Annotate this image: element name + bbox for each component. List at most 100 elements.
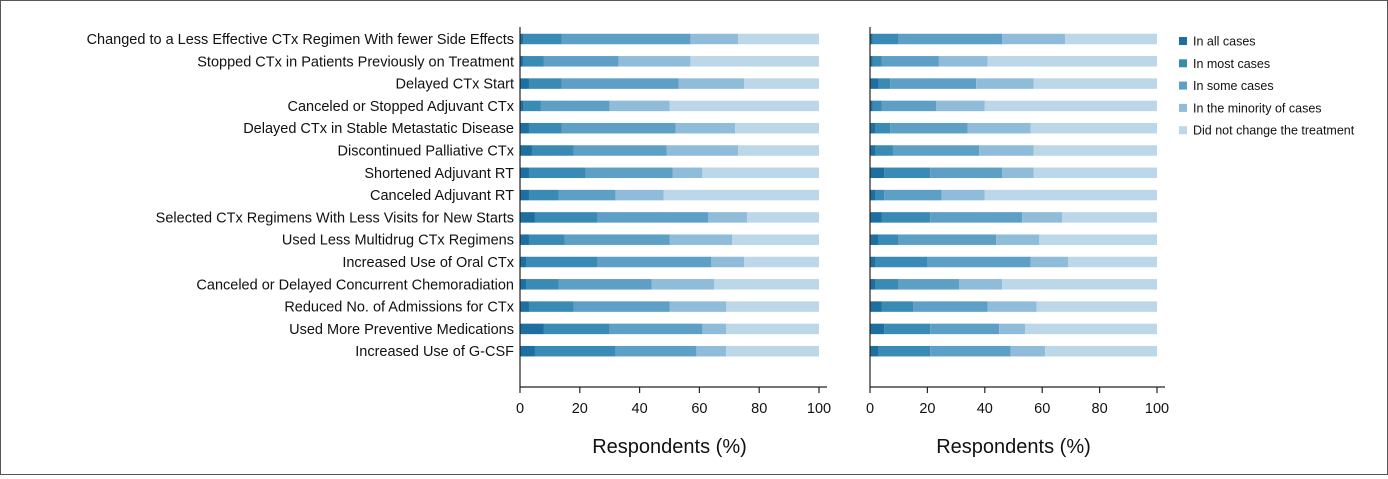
legend: In all cases In most cases In some cases In…: [1179, 35, 1355, 138]
bar-segment: [585, 167, 673, 179]
bar-segment: [615, 189, 664, 201]
bar-segment: [520, 122, 529, 134]
bar-segment: [669, 234, 733, 245]
bar-segment: [669, 100, 819, 112]
category-label: Increased Use of Oral CTx: [342, 255, 514, 271]
bar-segment: [522, 33, 562, 45]
category-label: Used More Preventive Medications: [289, 322, 514, 338]
bar-segment: [531, 145, 574, 156]
bar-segment: [558, 189, 616, 201]
bar-segment: [690, 33, 739, 45]
bar-segment: [870, 167, 885, 179]
bar-segment: [615, 345, 697, 357]
x-tick-label: 80: [1092, 401, 1108, 417]
bar-segment: [870, 189, 876, 201]
bar-segment: [669, 301, 727, 312]
category-label: Shortened Adjuvant RT: [364, 166, 514, 182]
bar-segment: [520, 256, 526, 268]
bar-segment: [702, 167, 819, 179]
bar-segment: [1002, 167, 1034, 179]
category-label: Delayed CTx in Stable Metastatic Disease: [243, 121, 514, 137]
bar-segment: [597, 212, 709, 223]
bar-segment: [672, 167, 703, 179]
bar-segment: [520, 234, 529, 245]
bar-segment: [884, 323, 931, 335]
bar-segment: [528, 301, 574, 312]
bar-segment: [898, 33, 1003, 45]
legend-swatch: [1179, 126, 1187, 135]
bar-segment: [872, 33, 899, 45]
bar-segment: [881, 301, 914, 312]
x-axis-title: Respondents (%): [592, 436, 747, 458]
bar-segment: [678, 78, 745, 89]
bar-segment: [520, 145, 532, 156]
bar-segment: [1030, 122, 1157, 134]
bar-segment: [930, 345, 1011, 357]
bar-segment: [528, 167, 586, 179]
bar-segment: [870, 212, 882, 223]
bar-segment: [870, 145, 876, 156]
bar-segment: [872, 56, 882, 67]
bar-segment: [520, 301, 529, 312]
bar-segment: [540, 100, 610, 112]
bar-segment: [878, 345, 931, 357]
bar-segment: [528, 78, 562, 89]
bar-segment: [1033, 145, 1157, 156]
bar-segment: [941, 189, 985, 201]
bar-segment: [870, 78, 879, 89]
bar-segment: [930, 167, 1003, 179]
bar-segment: [936, 100, 985, 112]
legend-label: In some cases: [1193, 79, 1274, 93]
bar-segment: [520, 33, 523, 45]
bar-segment: [890, 78, 977, 89]
category-label: Increased Use of G-CSF: [355, 344, 514, 360]
bar-segment: [522, 100, 541, 112]
bar-segment: [913, 301, 988, 312]
bar-segment: [898, 279, 959, 290]
bar-segment: [726, 323, 819, 335]
bar-segment: [996, 234, 1040, 245]
bar-segment: [744, 78, 819, 89]
bar-segment: [1033, 167, 1157, 179]
bar-segment: [1024, 323, 1157, 335]
bar-segment: [690, 56, 819, 67]
bar-segment: [528, 234, 565, 245]
bar-segment: [675, 122, 736, 134]
bar-segment: [870, 256, 876, 268]
bar-segment: [573, 301, 670, 312]
bar-segment: [520, 167, 529, 179]
bar-segment: [987, 301, 1037, 312]
bar-segment: [930, 212, 1023, 223]
bar-segment: [875, 145, 893, 156]
bar-segment: [738, 33, 819, 45]
bar-segment: [870, 122, 876, 134]
bar-segment: [520, 189, 529, 201]
bar-segment: [870, 234, 879, 245]
bar-segment: [870, 33, 873, 45]
x-tick-label: 20: [572, 401, 588, 417]
bar-segment: [958, 279, 1003, 290]
bar-segment: [898, 234, 997, 245]
bar-segment: [930, 323, 1000, 335]
bar-segment: [726, 301, 819, 312]
bar-segment: [525, 256, 598, 268]
legend-label: In all cases: [1193, 35, 1256, 49]
bar-segment: [870, 301, 882, 312]
category-label: Canceled or Stopped Adjuvant CTx: [288, 99, 515, 115]
bar-segment: [984, 100, 1157, 112]
bar-segment: [735, 122, 819, 134]
bar-segment: [520, 56, 523, 67]
bar-segment: [1036, 301, 1157, 312]
category-label: Canceled or Delayed Concurrent Chemoradi…: [196, 277, 514, 293]
bar-segment: [708, 212, 748, 223]
bar-segment: [738, 145, 819, 156]
bar-segment: [927, 256, 1031, 268]
bar-segment: [561, 33, 691, 45]
bar-segment: [878, 78, 891, 89]
bar-segment: [618, 56, 691, 67]
legend-label: In most cases: [1193, 57, 1270, 71]
category-label: Delayed CTx Start: [396, 77, 514, 93]
bar-segment: [984, 189, 1157, 201]
bar-segment: [747, 212, 819, 223]
